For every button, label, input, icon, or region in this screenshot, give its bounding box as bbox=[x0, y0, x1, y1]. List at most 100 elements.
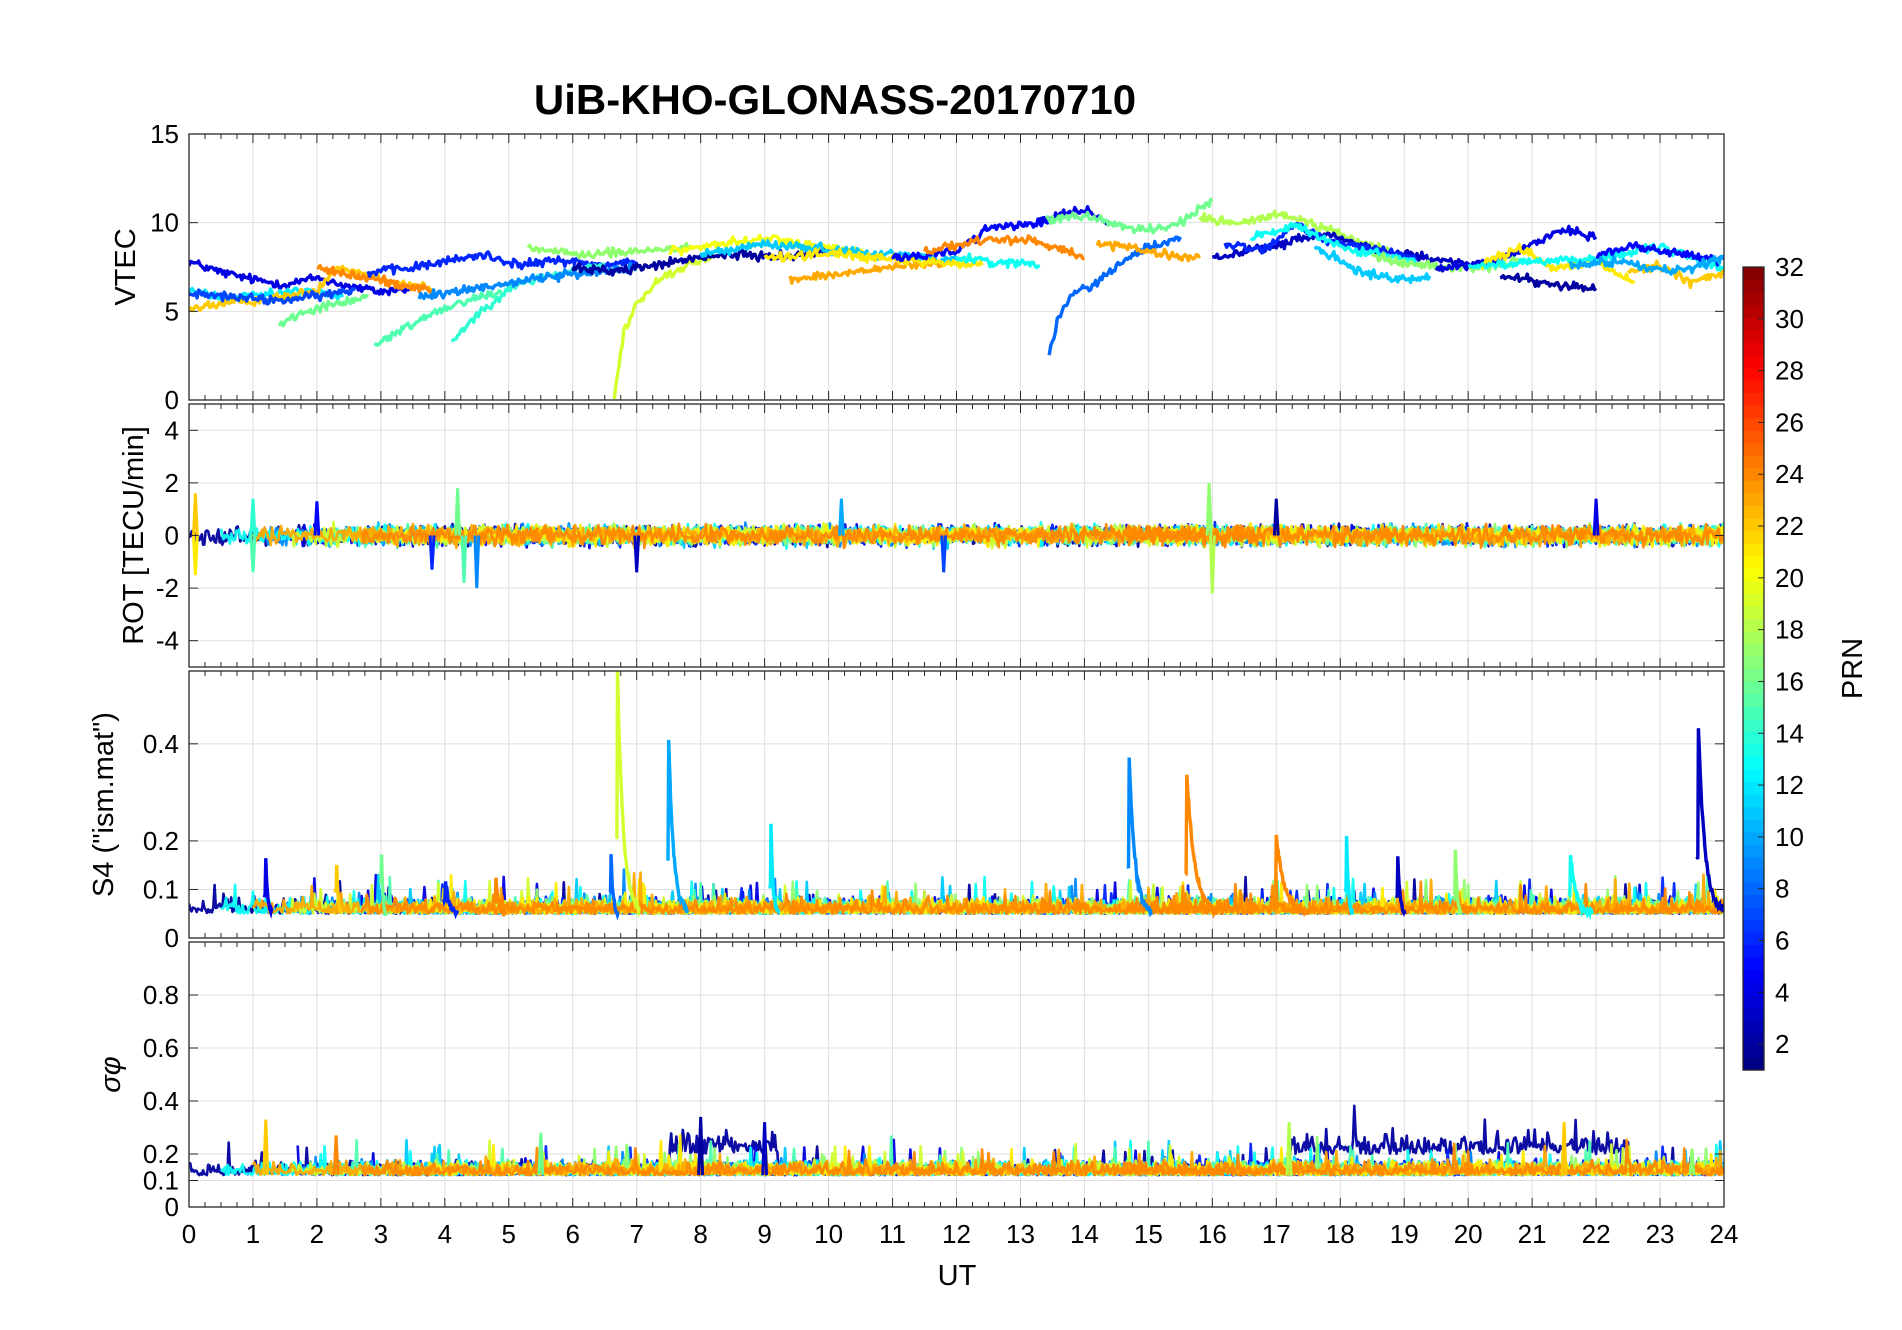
colorbar-swatch bbox=[1743, 593, 1764, 607]
chart-title: UiB-KHO-GLONASS-20170710 bbox=[534, 76, 1136, 123]
y-axis-labels: VTEC ROT [TECU/min] S4 ("ism.mat") σφ bbox=[88, 228, 150, 1092]
peak-prn-24 bbox=[1274, 834, 1310, 918]
colorbar-swatch bbox=[1743, 994, 1764, 1008]
y-axis-label-sigma: σφ bbox=[95, 1056, 127, 1092]
ticks-sigma bbox=[188, 942, 1725, 1208]
colorbar-swatch bbox=[1743, 944, 1764, 958]
colorbar-swatch bbox=[1743, 292, 1764, 306]
colorbar-swatch bbox=[1743, 894, 1764, 908]
trace-prn-24 bbox=[360, 882, 1259, 915]
ytick-label-sigma: 0.2 bbox=[143, 1139, 179, 1169]
colorbar-tick-label: 6 bbox=[1775, 925, 1789, 955]
series-prn-11 bbox=[1313, 245, 1432, 285]
colorbar-label: PRN bbox=[1837, 638, 1869, 699]
colorbar-swatch bbox=[1743, 630, 1764, 645]
colorbar-swatch bbox=[1743, 555, 1764, 569]
colorbar-swatch bbox=[1743, 279, 1764, 293]
data-s4 bbox=[189, 671, 1724, 921]
xtick-label: 3 bbox=[374, 1219, 388, 1249]
peak-prn-22 bbox=[333, 864, 343, 914]
colorbar-swatch bbox=[1743, 831, 1764, 845]
peak-prn-6 bbox=[441, 881, 460, 920]
colorbar-swatch bbox=[1743, 1019, 1764, 1033]
colorbar-swatch bbox=[1743, 354, 1764, 368]
spike-prn-17 bbox=[1688, 1148, 1696, 1176]
series-prn-3 bbox=[1211, 231, 1483, 269]
series-prn-7 bbox=[189, 287, 357, 306]
series-prn-4 bbox=[189, 259, 414, 297]
spike-prn-7 bbox=[940, 535, 948, 573]
series-prn-15 bbox=[373, 289, 503, 347]
colorbar-swatch bbox=[1743, 1057, 1764, 1071]
series-prn-16 bbox=[1044, 197, 1214, 235]
colorbar-tick-label: 4 bbox=[1775, 977, 1789, 1007]
xtick-label: 14 bbox=[1070, 1219, 1099, 1249]
xtick-label: 2 bbox=[310, 1219, 324, 1249]
peak-prn-8 bbox=[608, 854, 620, 921]
colorbar-swatch bbox=[1743, 379, 1764, 394]
panel-sigma: 00.10.2 0.4 0.6 0.8 bbox=[143, 941, 1725, 1222]
colorbar-swatch bbox=[1743, 906, 1764, 921]
panel-s4: 0 0.1 0.2 0.4 bbox=[143, 670, 1725, 953]
colorbar-swatch bbox=[1743, 655, 1764, 670]
spike-prn-9 bbox=[473, 535, 481, 589]
colorbar-swatch bbox=[1743, 706, 1764, 720]
xtick-label: 5 bbox=[502, 1219, 516, 1249]
colorbar-swatch bbox=[1743, 668, 1764, 682]
ytick-label-rot: 4 bbox=[165, 415, 179, 445]
colorbar-swatch bbox=[1743, 568, 1764, 582]
colorbar-swatch bbox=[1743, 430, 1764, 444]
ytick-label-s4: 0 bbox=[165, 923, 179, 953]
series-prn-21 bbox=[763, 247, 984, 270]
colorbar-swatch bbox=[1743, 643, 1764, 657]
series-prn-20 bbox=[668, 233, 869, 258]
colorbar-swatch bbox=[1743, 718, 1764, 732]
spike-prn-15 bbox=[460, 535, 468, 583]
series-prn-6 bbox=[366, 250, 639, 278]
series-prn-21 bbox=[1479, 242, 1636, 285]
colorbar-tick-label: 12 bbox=[1775, 770, 1804, 800]
colorbar-swatch bbox=[1743, 267, 1764, 281]
colorbar-swatch bbox=[1743, 1007, 1764, 1021]
colorbar-swatch bbox=[1743, 743, 1764, 757]
colorbar-swatch bbox=[1743, 819, 1764, 833]
xtick-label: 18 bbox=[1326, 1219, 1355, 1249]
colorbar-swatch bbox=[1743, 982, 1764, 996]
series-prn-17 bbox=[526, 241, 690, 260]
colorbar-tick-label: 32 bbox=[1775, 252, 1804, 282]
xtick-label: 0 bbox=[182, 1219, 196, 1249]
peak-prn-3 bbox=[1695, 728, 1724, 914]
colorbar-tick-label: 26 bbox=[1775, 407, 1804, 437]
xtick-label: 12 bbox=[942, 1219, 971, 1249]
ticks-rot bbox=[188, 404, 1725, 667]
xtick-label: 23 bbox=[1646, 1219, 1675, 1249]
colorbar-swatch bbox=[1743, 480, 1764, 494]
ytick-label-vtec: 5 bbox=[165, 296, 179, 326]
colorbar-tick-label: 14 bbox=[1775, 718, 1804, 748]
colorbar-swatch bbox=[1743, 781, 1764, 795]
colorbar-swatch bbox=[1743, 530, 1764, 544]
colorbar-tick-label: 18 bbox=[1775, 615, 1804, 645]
colorbar-swatch bbox=[1743, 492, 1764, 506]
colorbar-tick-label: 10 bbox=[1775, 822, 1804, 852]
ytick-label-s4: 0.2 bbox=[143, 826, 179, 856]
ticks-vtec bbox=[188, 133, 1725, 401]
data-sigma bbox=[189, 1104, 1724, 1177]
series-prn-8 bbox=[1047, 235, 1182, 356]
y-axis-label-s4: S4 ("ism.mat") bbox=[88, 712, 120, 897]
spike-prn-22 bbox=[262, 1119, 270, 1176]
spike-prn-16 bbox=[454, 488, 461, 536]
peak-prn-13 bbox=[1568, 854, 1594, 921]
colorbar-swatch bbox=[1743, 580, 1764, 594]
colorbar-tick-label: 8 bbox=[1775, 874, 1789, 904]
x-axis-label: UT bbox=[938, 1260, 977, 1292]
colorbar-swatch bbox=[1743, 856, 1764, 870]
colorbar-swatch bbox=[1743, 693, 1764, 707]
peak-prn-10 bbox=[665, 739, 690, 914]
colorbar-swatch bbox=[1743, 455, 1764, 469]
xtick-label: 1 bbox=[246, 1219, 260, 1249]
x-tick-labels: 0 1 2 3 4 5 6 7 8 9 10 11 12 13 14 15 16 17 18 19 20 21 22 23 24 bbox=[182, 1219, 1739, 1249]
series-prn-2 bbox=[1499, 272, 1598, 293]
colorbar-swatch bbox=[1743, 881, 1764, 895]
